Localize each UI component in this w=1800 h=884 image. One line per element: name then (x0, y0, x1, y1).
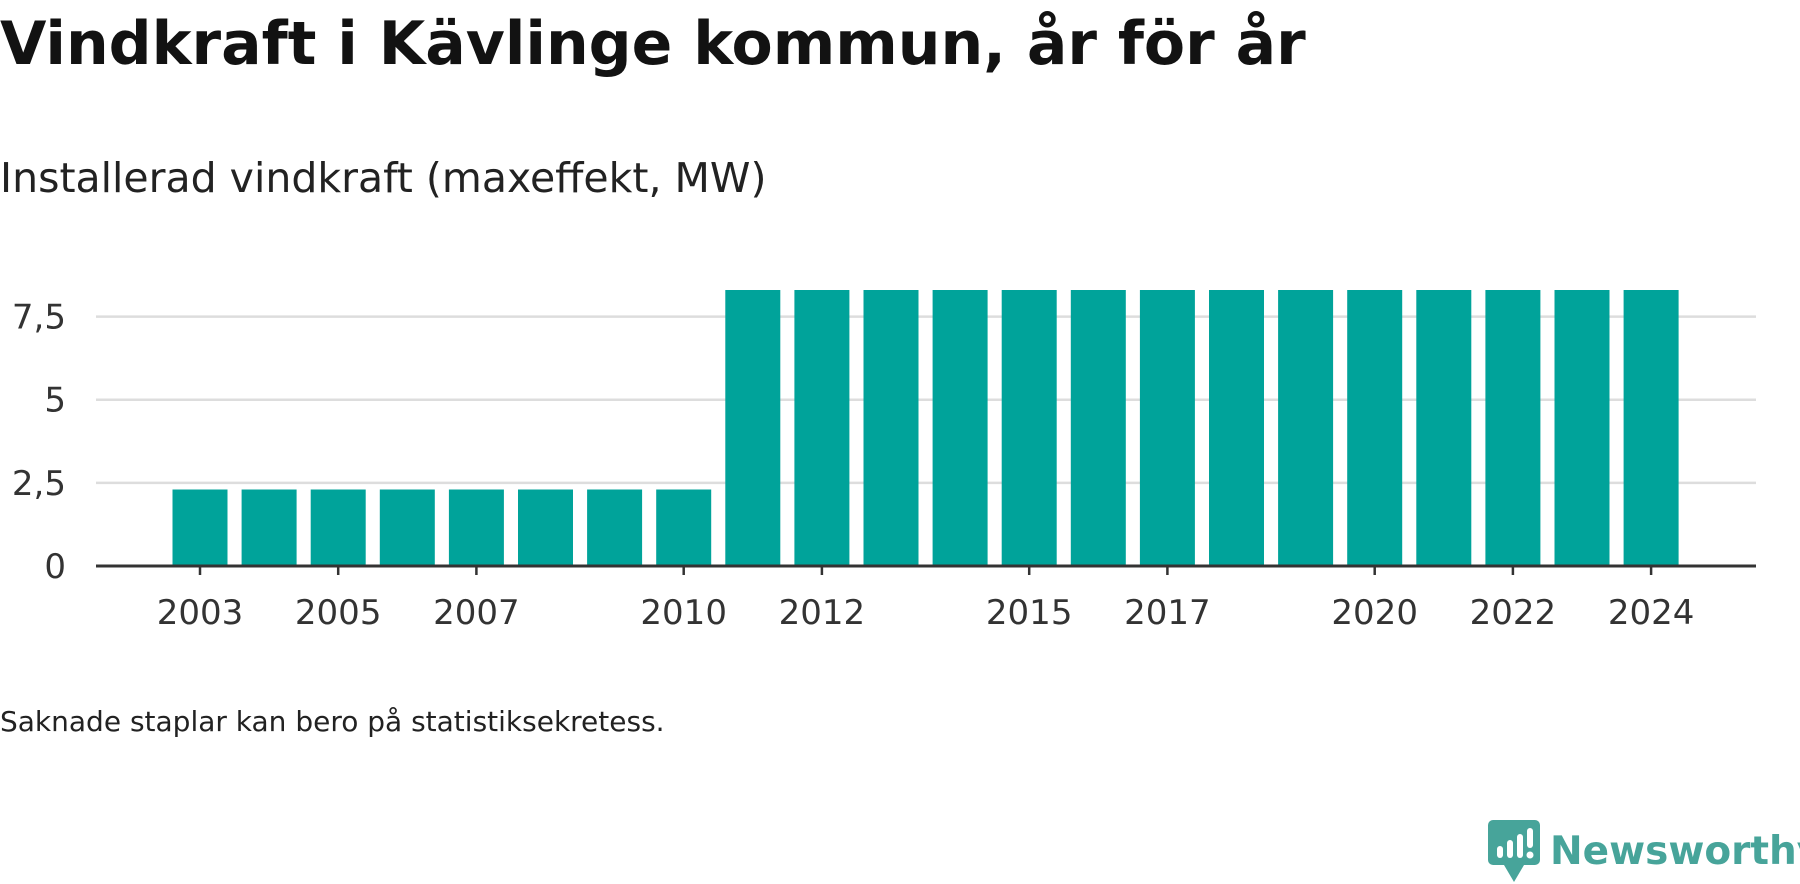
x-tick-label: 2005 (295, 593, 382, 633)
x-tick-label: 2024 (1608, 593, 1695, 633)
y-tick-label: 0 (44, 547, 66, 587)
chart-subtitle: Installerad vindkraft (maxeffekt, MW) (0, 154, 767, 202)
x-tick-label: 2022 (1470, 593, 1557, 633)
x-axis-ticks: 2003 2005 2007 2010 2012 2015 2017 2020 2022 2024 (157, 566, 1695, 633)
bar-2005 (310, 489, 366, 566)
bar-2017 (1139, 290, 1195, 566)
x-tick-label: 2007 (433, 593, 520, 633)
bar-2003 (172, 489, 228, 566)
x-tick-label: 2003 (157, 593, 244, 633)
y-tick-label: 2,5 (12, 464, 66, 504)
x-tick-label: 2020 (1331, 593, 1418, 633)
grid-lines (96, 315, 1756, 485)
bar-2010 (656, 489, 712, 566)
brand-name: Newsworthy (1550, 828, 1800, 874)
y-axis-ticks: 0 2,5 5 7,5 (12, 298, 66, 587)
footnote: Saknade staplar kan bero på statistiksek… (0, 705, 665, 738)
x-tick-label: 2012 (779, 593, 866, 633)
brand-logo: Newsworthy (1488, 818, 1800, 884)
bar-2011 (725, 290, 781, 566)
x-tick-label: 2017 (1124, 593, 1211, 633)
x-tick-label: 2015 (986, 593, 1073, 633)
x-tick-label: 2010 (640, 593, 727, 633)
bar-2015 (1001, 290, 1057, 566)
y-tick-label: 5 (44, 381, 66, 421)
bar-2014 (932, 290, 988, 566)
bar-2016 (1070, 290, 1126, 566)
chart-title: Vindkraft i Kävlinge kommun, år för år (0, 9, 1306, 79)
bar-2020 (1347, 290, 1403, 566)
bar-2021 (1416, 290, 1472, 566)
bar-2012 (794, 290, 850, 566)
bar-2007 (448, 489, 504, 566)
bar-2022 (1485, 290, 1541, 566)
y-tick-label: 7,5 (12, 298, 66, 338)
bar-2004 (241, 489, 297, 566)
bar-2023 (1554, 290, 1610, 566)
bar-2006 (379, 489, 435, 566)
newsworthy-logo-icon (1488, 820, 1540, 882)
bar-2009 (587, 489, 643, 566)
bar-2024 (1623, 290, 1679, 566)
bar-2008 (518, 489, 573, 566)
bar-2018 (1209, 290, 1264, 566)
bar-2013 (863, 290, 919, 566)
bar-2019 (1278, 290, 1334, 566)
bars (172, 290, 1679, 566)
